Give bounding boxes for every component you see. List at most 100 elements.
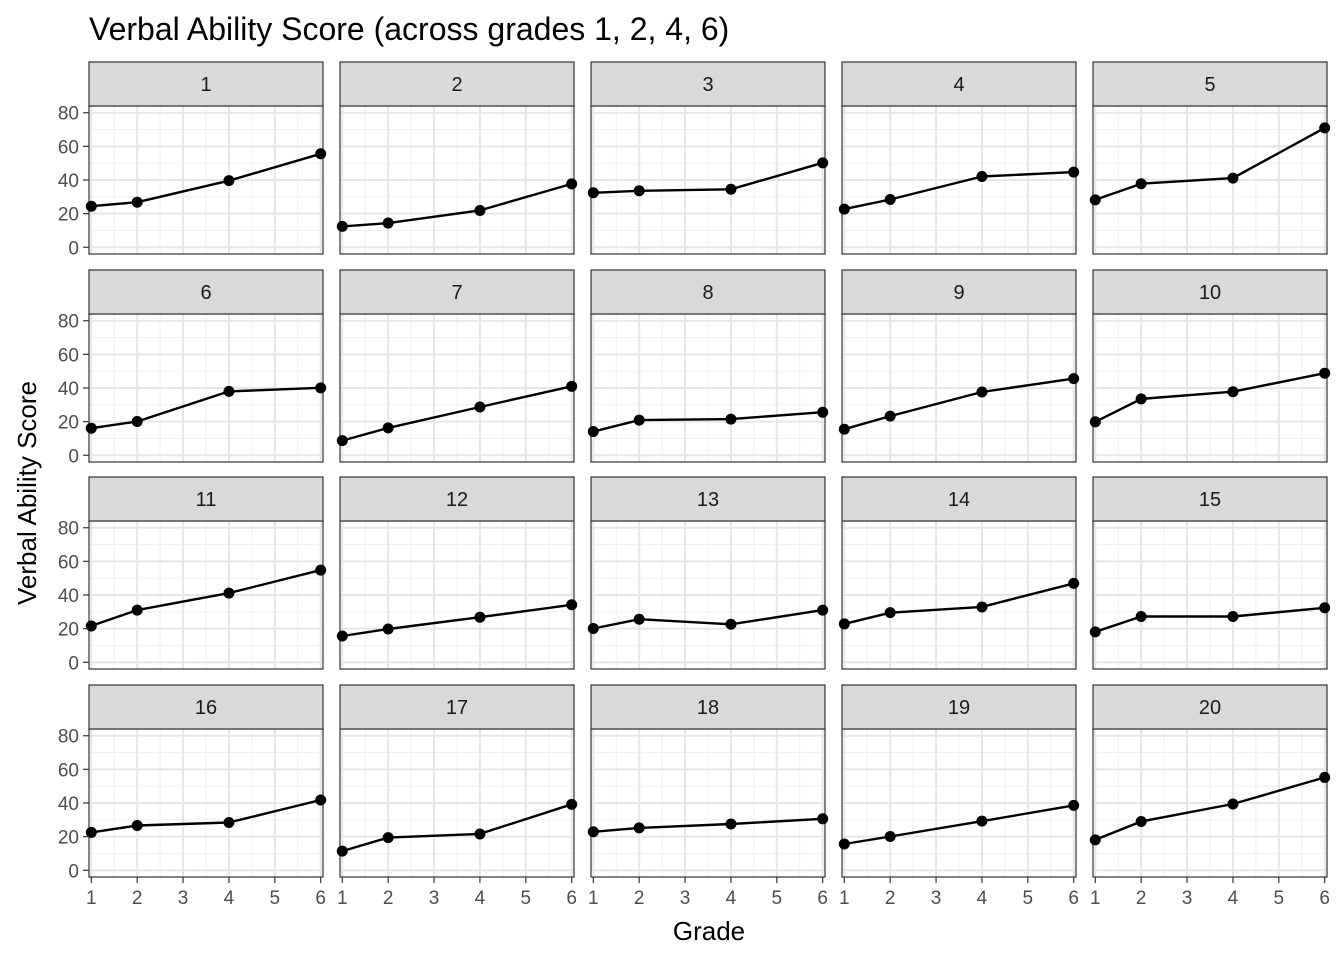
data-point	[884, 607, 896, 619]
data-point	[1089, 416, 1101, 428]
x-tick-label: 1	[337, 888, 348, 909]
data-point	[474, 611, 486, 623]
data-point	[223, 385, 235, 397]
data-point	[1135, 611, 1147, 623]
y-tick-label: 0	[68, 446, 79, 467]
facet-strip	[1092, 61, 1328, 107]
data-point	[976, 170, 988, 182]
series-line	[342, 603, 572, 638]
data-point	[474, 828, 486, 840]
series-line	[843, 377, 1074, 431]
series-line	[1094, 126, 1326, 201]
x-tick-label: 4	[977, 888, 988, 909]
x-tick-label: 4	[475, 888, 486, 909]
series-line	[844, 170, 1074, 211]
data-point	[1319, 122, 1331, 134]
facet-strip	[590, 269, 826, 315]
data-point	[566, 798, 578, 810]
facet-strip-label: 9	[953, 282, 964, 304]
facet-strip-label: 5	[1204, 74, 1215, 96]
facet-strip-label: 17	[446, 697, 468, 719]
data-point	[587, 826, 599, 838]
series-line	[1094, 776, 1326, 841]
data-point	[1227, 798, 1239, 810]
data-point	[633, 185, 645, 197]
data-point	[838, 618, 850, 630]
series-line	[342, 182, 573, 228]
facet-strip-label: 3	[702, 74, 713, 96]
y-tick-label: 60	[58, 137, 79, 158]
facet-strip	[1092, 269, 1328, 315]
data-point	[131, 820, 143, 832]
x-tick-label: 6	[1068, 888, 1079, 909]
data-point	[131, 196, 143, 208]
series-line	[90, 568, 321, 628]
facet-strip-label: 20	[1199, 697, 1221, 719]
data-point	[1068, 373, 1080, 385]
facet-panel-13: 13	[587, 476, 829, 670]
facet-strip-label: 14	[948, 489, 970, 511]
data-point	[131, 604, 143, 616]
y-tick-label: 20	[58, 620, 79, 641]
x-tick-label: 5	[521, 888, 532, 909]
y-tick-label: 80	[58, 519, 79, 540]
data-point	[85, 200, 97, 212]
data-point	[223, 587, 235, 599]
data-point	[85, 826, 97, 838]
data-point	[382, 422, 394, 434]
facet-strip	[1092, 684, 1328, 730]
data-point	[131, 415, 143, 427]
data-point	[1319, 771, 1331, 783]
x-tick-label: 2	[383, 888, 394, 909]
data-point	[976, 815, 988, 827]
y-axis-title: Verbal Ability Score	[12, 381, 42, 605]
data-point	[1089, 626, 1101, 638]
facet-strip-label: 8	[702, 282, 713, 304]
facet-panel-4: 4	[838, 61, 1080, 255]
series-line	[1094, 606, 1325, 633]
y-tick-label: 0	[68, 861, 79, 882]
y-tick-label: 40	[58, 171, 79, 192]
data-point	[587, 622, 599, 634]
x-tick-label: 3	[931, 888, 942, 909]
y-tick-label: 0	[68, 653, 79, 674]
data-point	[223, 175, 235, 187]
data-point	[566, 178, 578, 190]
data-point	[587, 426, 599, 438]
data-point	[315, 148, 327, 160]
facet-panel-15: 15	[1089, 476, 1331, 670]
x-tick-label: 2	[885, 888, 896, 909]
series-line	[91, 152, 322, 208]
facet-panel-17: 17 1 2 3 4 5 6	[336, 684, 578, 909]
data-point	[838, 203, 850, 215]
y-tick-label: 80	[58, 727, 79, 748]
facet-panel-11: 11 0 20 40 60 80	[58, 476, 327, 674]
facet-strip	[339, 476, 575, 522]
x-axis-title: Grade	[673, 916, 745, 946]
x-tick-label: 1	[86, 888, 97, 909]
data-point	[633, 822, 645, 834]
y-tick-label: 20	[58, 205, 79, 226]
data-point	[382, 623, 394, 635]
data-point	[884, 194, 896, 206]
series-line	[91, 386, 321, 430]
facet-strip-label: 2	[451, 74, 462, 96]
facet-strip	[88, 269, 324, 315]
x-tick-label: 5	[1023, 888, 1034, 909]
x-tick-label: 5	[772, 888, 783, 909]
y-tick-label: 20	[58, 413, 79, 434]
facet-panel-9: 9	[838, 269, 1080, 463]
data-point	[474, 204, 486, 216]
x-tick-label: 2	[1136, 888, 1147, 909]
facet-strip	[339, 684, 575, 730]
data-point	[1135, 393, 1147, 405]
facet-strip-label: 12	[446, 489, 468, 511]
data-point	[315, 564, 327, 576]
facet-strip-label: 13	[697, 489, 719, 511]
series-line	[593, 608, 823, 630]
facet-strip	[88, 476, 324, 522]
facet-strip	[590, 61, 826, 107]
